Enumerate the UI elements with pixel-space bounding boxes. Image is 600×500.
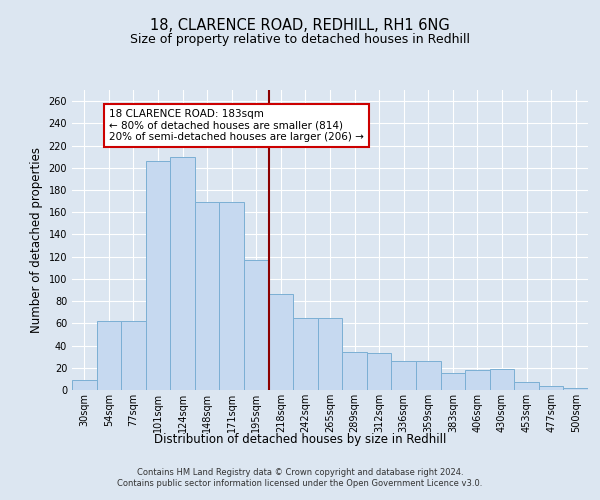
Text: Distribution of detached houses by size in Redhill: Distribution of detached houses by size … — [154, 432, 446, 446]
Text: Contains HM Land Registry data © Crown copyright and database right 2024.
Contai: Contains HM Land Registry data © Crown c… — [118, 468, 482, 487]
Bar — [121, 321, 146, 390]
Bar — [146, 161, 170, 390]
Text: 18 CLARENCE ROAD: 183sqm
← 80% of detached houses are smaller (814)
20% of semi-: 18 CLARENCE ROAD: 183sqm ← 80% of detach… — [109, 109, 364, 142]
Bar — [342, 352, 367, 390]
Bar — [514, 382, 539, 390]
Bar — [563, 388, 588, 390]
Bar — [170, 156, 195, 390]
Bar — [465, 370, 490, 390]
Bar — [367, 354, 391, 390]
Bar — [220, 202, 244, 390]
Text: Size of property relative to detached houses in Redhill: Size of property relative to detached ho… — [130, 32, 470, 46]
Bar — [416, 361, 440, 390]
Bar — [318, 318, 342, 390]
Y-axis label: Number of detached properties: Number of detached properties — [30, 147, 43, 333]
Bar — [293, 318, 318, 390]
Bar — [440, 374, 465, 390]
Bar — [72, 380, 97, 390]
Bar — [244, 260, 269, 390]
Bar — [195, 202, 220, 390]
Text: 18, CLARENCE ROAD, REDHILL, RH1 6NG: 18, CLARENCE ROAD, REDHILL, RH1 6NG — [150, 18, 450, 32]
Bar — [490, 369, 514, 390]
Bar — [269, 294, 293, 390]
Bar — [391, 361, 416, 390]
Bar — [97, 321, 121, 390]
Bar — [539, 386, 563, 390]
